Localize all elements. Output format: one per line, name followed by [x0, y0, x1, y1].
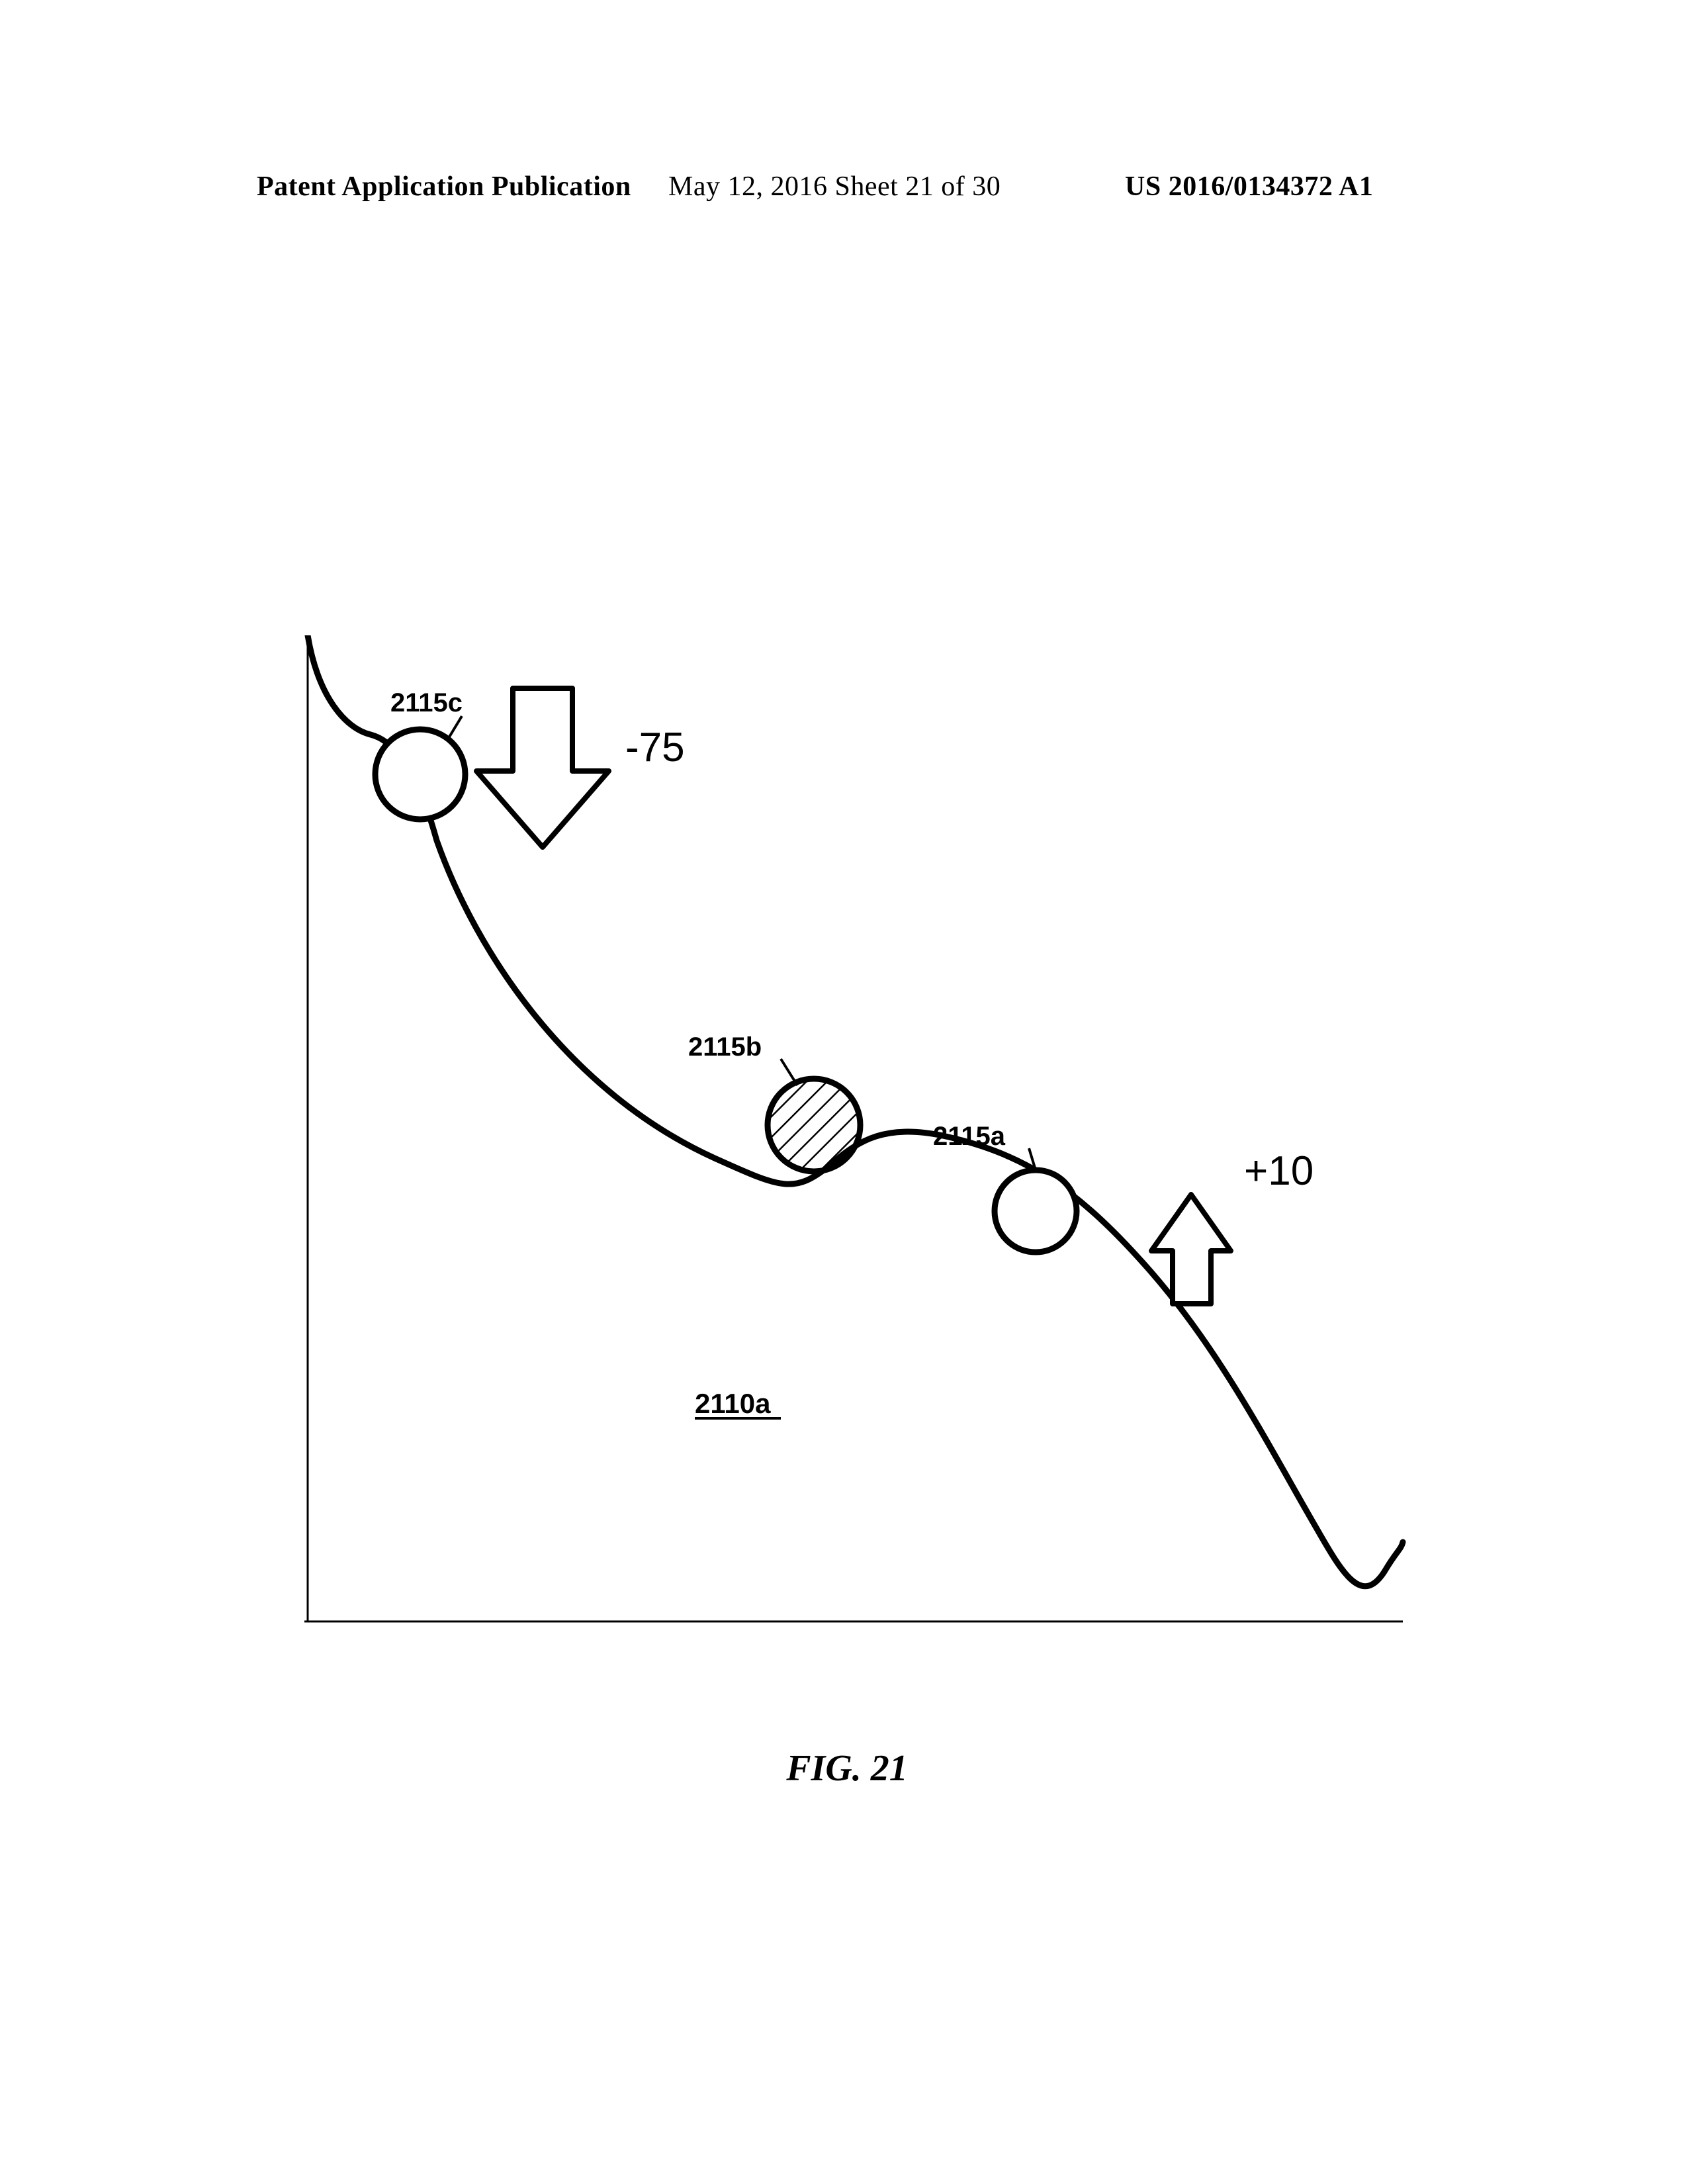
svg-text:+10: +10 — [1244, 1148, 1314, 1194]
figure-caption: FIG. 21 — [0, 1747, 1694, 1790]
header-date-sheet: May 12, 2016 Sheet 21 of 30 — [668, 171, 1001, 203]
svg-text:-75: -75 — [625, 725, 685, 770]
svg-text:2115c: 2115c — [390, 688, 463, 717]
figure-svg: 2115c 2115b 2115a -75 +10 2110a — [304, 635, 1416, 1721]
header-publication-type: Patent Application Publication — [257, 171, 631, 203]
figure-21: 2115c 2115b 2115a -75 +10 2110a — [304, 635, 1416, 1721]
header-publication-number: US 2016/0134372 A1 — [1125, 171, 1373, 203]
svg-text:2110a: 2110a — [695, 1388, 771, 1419]
svg-text:2115a: 2115a — [933, 1122, 1006, 1151]
svg-text:2115b: 2115b — [688, 1032, 762, 1062]
page: Patent Application Publication May 12, 2… — [0, 0, 1694, 2184]
